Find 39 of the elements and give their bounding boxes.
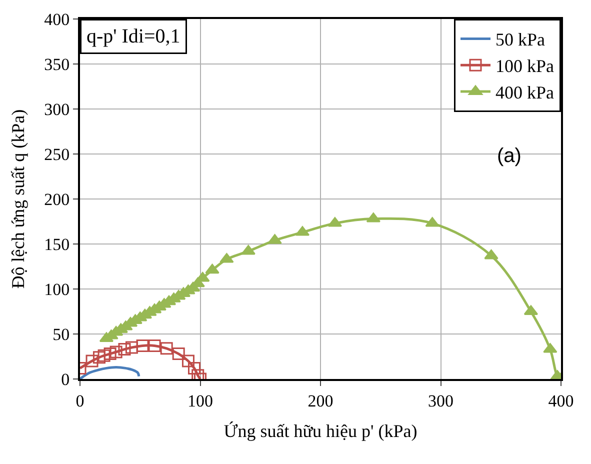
y-tick-label: 250 [44, 144, 70, 164]
point [118, 343, 131, 356]
point [92, 351, 106, 364]
y-tick-label: 300 [44, 100, 70, 119]
y-axis-title: Độ lệch ứng suất q (kPa) [8, 109, 28, 289]
point [104, 348, 116, 360]
x-axis-title: Ứng suất hữu hiệu p' (kPa) [224, 421, 418, 441]
point [148, 339, 161, 352]
point [182, 354, 194, 368]
point [136, 339, 149, 352]
point [192, 369, 204, 379]
legend-label: 400 kPa [496, 82, 554, 103]
point [86, 354, 98, 368]
y-tick-label: 350 [44, 54, 70, 74]
point [98, 349, 110, 362]
point [172, 348, 185, 360]
x-tick-label: 300 [428, 391, 454, 410]
legend-label: 50 kPa [496, 30, 546, 50]
x-tick-label: 400 [548, 391, 574, 410]
y-tick-label: 50 [52, 324, 70, 344]
point [241, 244, 256, 255]
y-tick-label: 200 [44, 190, 70, 209]
x-tick-label: 100 [188, 391, 213, 410]
annotation: (a) [497, 145, 522, 167]
legend-label: 100 kPa [496, 56, 554, 76]
point [160, 342, 173, 355]
point [110, 346, 122, 358]
annotation: q-p' Idi=0,1 [86, 26, 180, 48]
y-tick-label: 400 [44, 10, 70, 29]
line-series [80, 366, 140, 379]
y-tick-label: 150 [44, 234, 70, 254]
point [125, 341, 138, 354]
y-tick-label: 0 [61, 370, 70, 389]
point [205, 264, 220, 274]
point [484, 249, 498, 260]
y-tick-label: 100 [44, 280, 70, 299]
point [188, 362, 200, 374]
x-tick-label: 200 [308, 391, 334, 410]
x-tick-label: 0 [76, 391, 84, 410]
